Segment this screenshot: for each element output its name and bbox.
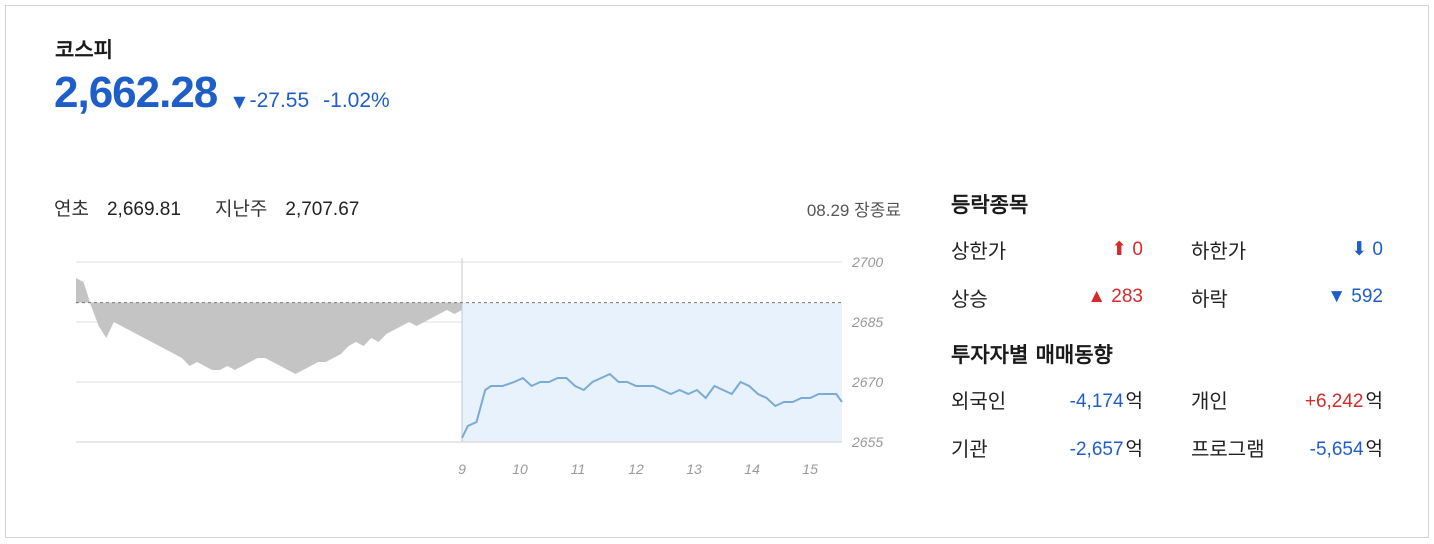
breadth-title: 등락종목 xyxy=(951,193,1029,217)
y-tick-label: 2655 xyxy=(851,434,883,450)
index-price: 2,662.28 xyxy=(54,68,218,117)
advance-cell[interactable]: 상승 ▲ 283 xyxy=(951,283,1191,312)
x-tick-label: 9 xyxy=(458,461,466,477)
market-panel: 등락종목 상한가 ⬆ 0 하한가 ⬇ 0 상승 ▲ 283 하락 xyxy=(951,189,1391,471)
ytd-value: 2,669.81 xyxy=(106,199,181,220)
individual-label: 개인 xyxy=(1191,388,1228,413)
lower-limit-cell[interactable]: 하한가 ⬇ 0 xyxy=(1191,235,1391,264)
foreign-value: -4,174 xyxy=(1069,390,1124,412)
x-tick-label: 13 xyxy=(686,461,702,477)
upper-limit-value: ⬆ 0 xyxy=(1111,238,1143,260)
program-cell[interactable]: 프로그램 -5,654 억 xyxy=(1191,433,1391,462)
index-name[interactable]: 코스피 xyxy=(55,38,113,62)
market-status: 08.29 장종료 xyxy=(806,201,901,220)
advance-label: 상승 xyxy=(951,286,988,311)
decline-cell[interactable]: 하락 ▼ 592 xyxy=(1191,283,1391,312)
ytd-label: 연초 xyxy=(54,198,89,220)
program-value: -5,654 xyxy=(1309,438,1364,460)
breadth-row: 상한가 ⬆ 0 하한가 ⬇ 0 xyxy=(951,225,1391,273)
advance-value: ▲ 283 xyxy=(1087,286,1143,307)
intraday-chart-svg: 2700 2685 2670 2655 9 10 11 12 13 14 15 xyxy=(76,254,883,477)
breadth-row: 상승 ▲ 283 하락 ▼ 592 xyxy=(951,273,1391,321)
decline-label: 하락 xyxy=(1191,286,1228,311)
foreign-cell[interactable]: 외국인 -4,174 억 xyxy=(951,385,1191,414)
today-series-line xyxy=(461,372,843,439)
lower-limit-value: ⬇ 0 xyxy=(1351,238,1383,260)
last-week-value: 2,707.67 xyxy=(285,199,360,220)
unit-label: 억 xyxy=(1125,389,1143,412)
decline-value: ▼ 592 xyxy=(1327,286,1383,307)
institution-label: 기관 xyxy=(951,436,988,461)
institution-cell[interactable]: 기관 -2,657 억 xyxy=(951,433,1191,462)
institution-value: -2,657 xyxy=(1069,438,1124,460)
unit-label: 억 xyxy=(1365,437,1383,460)
y-tick-label: 2700 xyxy=(851,254,883,270)
y-tick-label: 2685 xyxy=(851,314,883,330)
investor-row: 기관 -2,657 억 프로그램 -5,654 억 xyxy=(951,423,1391,471)
upper-limit-label: 상한가 xyxy=(951,238,1007,263)
intraday-chart[interactable]: 2700 2685 2670 2655 9 10 11 12 13 14 15 xyxy=(66,246,906,486)
x-tick-label: 12 xyxy=(628,461,644,477)
previous-session-area xyxy=(76,278,462,374)
investors-title: 투자자별 매매동향 xyxy=(951,343,1113,367)
y-tick-label: 2670 xyxy=(851,374,883,390)
lower-limit-label: 하한가 xyxy=(1191,238,1247,263)
x-tick-label: 14 xyxy=(744,461,760,477)
investor-row: 외국인 -4,174 억 개인 +6,242 억 xyxy=(951,375,1391,423)
unit-label: 억 xyxy=(1365,389,1383,412)
index-change-rate: -1.02% xyxy=(323,89,390,112)
down-arrow-icon: ▼ xyxy=(233,92,246,111)
today-session-area xyxy=(462,302,842,442)
individual-value: +6,242 xyxy=(1304,390,1364,412)
price-row: 2,662.28 ▼ -27.55 -1.02% xyxy=(54,68,390,118)
upper-limit-cell[interactable]: 상한가 ⬆ 0 xyxy=(951,235,1191,264)
x-tick-label: 11 xyxy=(571,461,586,477)
unit-label: 억 xyxy=(1125,437,1143,460)
foreign-label: 외국인 xyxy=(951,388,1007,413)
index-change: -27.55 xyxy=(249,89,310,112)
x-tick-label: 10 xyxy=(512,461,528,477)
program-label: 프로그램 xyxy=(1191,436,1265,461)
index-card: 코스피 2,662.28 ▼ -27.55 -1.02% 연초 2,669.81… xyxy=(5,5,1429,538)
x-tick-label: 15 xyxy=(802,461,818,477)
last-week-label: 지난주 xyxy=(214,198,268,220)
individual-cell[interactable]: 개인 +6,242 억 xyxy=(1191,385,1391,414)
reference-prices: 연초 2,669.81 지난주 2,707.67 xyxy=(54,194,359,221)
